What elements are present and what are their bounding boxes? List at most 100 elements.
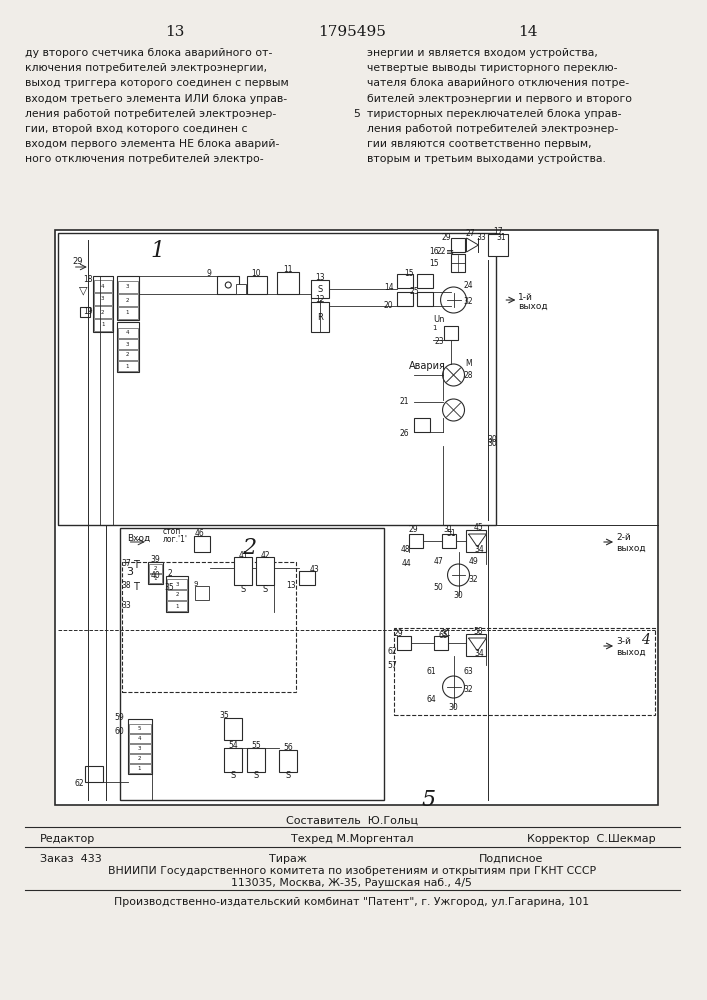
Text: 20: 20	[384, 302, 394, 310]
Text: 61: 61	[427, 668, 436, 676]
Text: 28: 28	[464, 371, 473, 380]
Bar	[277, 272, 299, 294]
Text: 19: 19	[83, 308, 93, 316]
Bar	[299, 571, 315, 585]
Text: бителей электроэнергии и первого и второго: бителей электроэнергии и первого и второ…	[367, 94, 632, 104]
Text: ного отключения потребителей электро-: ного отключения потребителей электро-	[25, 154, 264, 164]
Text: 32: 32	[464, 298, 473, 306]
Text: 30: 30	[488, 440, 497, 448]
Text: 34: 34	[474, 546, 484, 554]
Text: Техред М.Моргентал: Техред М.Моргентал	[291, 834, 413, 844]
Bar	[94, 306, 112, 318]
Text: Un: Un	[433, 316, 444, 324]
Text: Корректор  С.Шекмар: Корректор С.Шекмар	[527, 834, 656, 844]
Text: 13: 13	[286, 580, 296, 589]
Bar	[117, 328, 138, 338]
Text: 2: 2	[242, 537, 256, 559]
Text: 63: 63	[464, 668, 474, 676]
Bar	[129, 754, 151, 763]
Text: 65: 65	[438, 632, 448, 641]
Bar	[256, 557, 274, 585]
Text: выход: выход	[616, 648, 645, 656]
Bar	[94, 293, 112, 305]
Text: 64: 64	[427, 696, 436, 704]
Text: 3: 3	[126, 342, 129, 347]
Text: 9: 9	[193, 581, 198, 587]
Bar	[433, 636, 448, 650]
Text: Заказ  433: Заказ 433	[40, 854, 102, 864]
Text: Авария: Авария	[409, 361, 445, 371]
Bar	[234, 557, 252, 585]
Bar	[80, 307, 90, 317]
Text: 17: 17	[493, 228, 503, 236]
Bar	[55, 230, 658, 805]
Text: 35: 35	[219, 712, 229, 720]
Text: 32: 32	[464, 686, 473, 694]
Text: 18: 18	[83, 275, 93, 284]
Text: 37: 37	[122, 558, 132, 568]
Bar	[94, 319, 112, 331]
Text: тиристорных переключателей блока управ-: тиристорных переключателей блока управ-	[367, 109, 621, 119]
Text: M: M	[465, 359, 472, 367]
Text: 60: 60	[115, 728, 124, 736]
Text: 47: 47	[433, 558, 443, 566]
Text: 2: 2	[167, 570, 172, 578]
Text: чателя блока аварийного отключения потре-: чателя блока аварийного отключения потре…	[367, 78, 629, 88]
Text: ≡: ≡	[447, 247, 455, 257]
Bar	[247, 276, 267, 294]
Bar	[119, 528, 384, 800]
Bar	[129, 724, 151, 733]
Bar	[394, 628, 655, 715]
Bar	[416, 274, 433, 288]
Circle shape	[443, 399, 464, 421]
Bar	[397, 274, 413, 288]
Text: ления работой потребителей электроэнер-: ления работой потребителей электроэнер-	[367, 124, 618, 134]
Bar	[467, 634, 486, 656]
Bar	[129, 764, 151, 773]
Text: 5: 5	[354, 109, 361, 119]
Text: 24: 24	[464, 282, 473, 290]
Text: 34: 34	[474, 650, 484, 658]
Bar	[117, 322, 139, 372]
Text: 48: 48	[401, 544, 411, 554]
Circle shape	[443, 676, 464, 698]
Bar	[166, 576, 188, 612]
Text: 50: 50	[433, 584, 443, 592]
Circle shape	[440, 287, 467, 313]
Bar	[117, 361, 138, 371]
Text: 29: 29	[73, 257, 83, 266]
Bar	[117, 294, 138, 306]
Text: стоп: стоп	[163, 528, 181, 536]
Text: 30: 30	[488, 436, 497, 444]
Bar	[127, 719, 151, 774]
Text: 16: 16	[428, 247, 438, 256]
Text: 9: 9	[207, 269, 212, 278]
Text: 40: 40	[151, 570, 160, 580]
Bar	[414, 418, 430, 432]
Polygon shape	[469, 534, 486, 547]
Text: 45: 45	[474, 524, 484, 532]
Text: выход триггера которого соединен с первым: выход триггера которого соединен с первы…	[25, 78, 288, 88]
Text: гии, второй вход которого соединен с: гии, второй вход которого соединен с	[25, 124, 247, 134]
Text: 22: 22	[437, 247, 446, 256]
Bar	[148, 574, 163, 583]
Bar	[217, 276, 239, 294]
Bar	[467, 530, 486, 552]
Text: 2: 2	[153, 566, 157, 570]
Text: 42: 42	[260, 550, 270, 560]
Text: 11: 11	[284, 265, 293, 274]
Bar	[195, 586, 209, 600]
Text: 62: 62	[75, 780, 85, 788]
Text: 58: 58	[474, 628, 484, 637]
Bar	[397, 292, 413, 306]
Text: 62: 62	[388, 647, 397, 656]
Text: 32: 32	[469, 574, 478, 584]
Bar	[224, 718, 243, 740]
Text: 29: 29	[442, 233, 451, 242]
Text: 46: 46	[194, 530, 204, 538]
Bar	[311, 280, 329, 298]
Text: 59: 59	[115, 714, 124, 722]
Text: 13: 13	[315, 273, 325, 282]
Bar	[129, 744, 151, 753]
Bar	[117, 350, 138, 360]
